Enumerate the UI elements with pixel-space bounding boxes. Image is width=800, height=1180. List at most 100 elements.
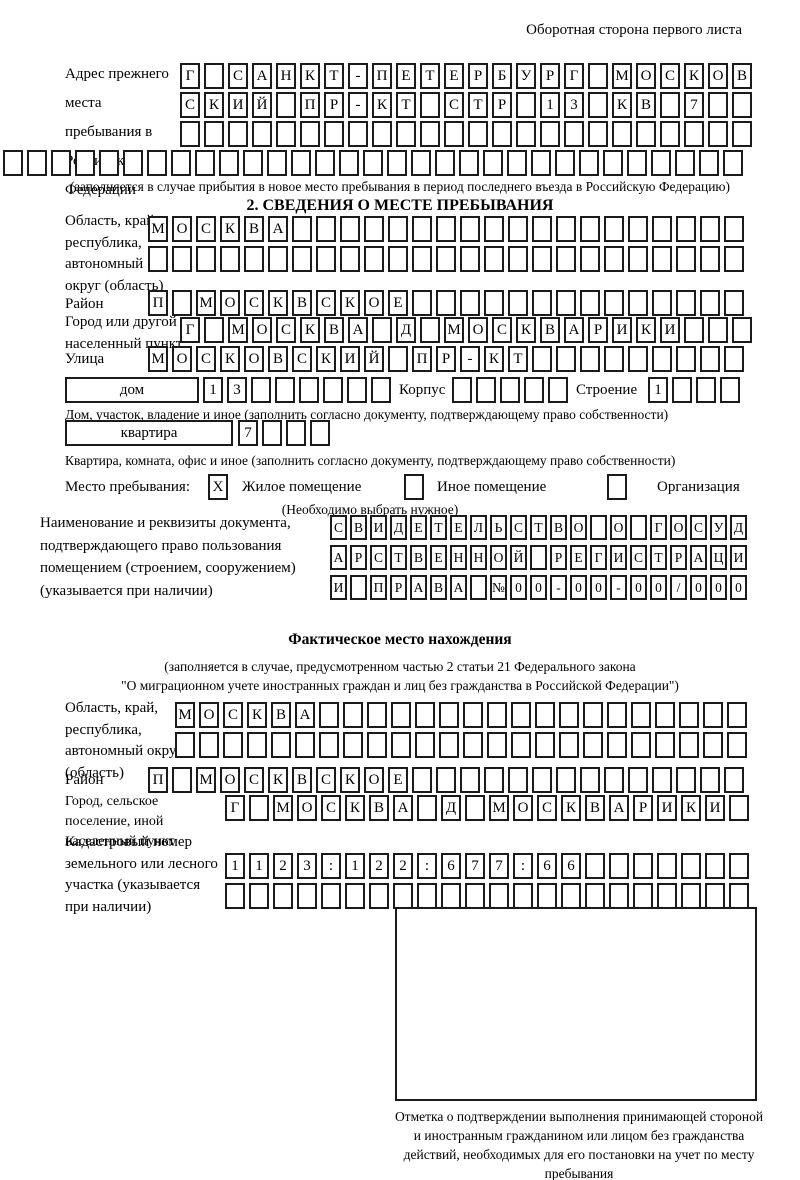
char-box[interactable] xyxy=(705,883,725,909)
char-box[interactable]: Р xyxy=(436,346,456,372)
char-box[interactable] xyxy=(460,767,480,793)
char-box[interactable]: Й xyxy=(252,92,272,118)
char-box[interactable]: А xyxy=(564,317,584,343)
char-box[interactable]: М xyxy=(444,317,464,343)
char-box[interactable] xyxy=(700,290,720,316)
char-box[interactable] xyxy=(708,317,728,343)
char-box[interactable]: Т xyxy=(396,92,416,118)
char-box[interactable] xyxy=(556,767,576,793)
char-box[interactable] xyxy=(286,420,306,446)
char-box[interactable]: - xyxy=(348,63,368,89)
char-box[interactable] xyxy=(508,767,528,793)
char-box[interactable]: 2 xyxy=(369,853,389,879)
char-box[interactable]: К xyxy=(268,290,288,316)
char-box[interactable] xyxy=(148,246,168,272)
char-box[interactable] xyxy=(676,290,696,316)
char-box[interactable]: С xyxy=(180,92,200,118)
char-box[interactable]: Й xyxy=(364,346,384,372)
char-box[interactable]: А xyxy=(450,575,467,600)
char-box[interactable]: К xyxy=(561,795,581,821)
char-box[interactable]: Е xyxy=(388,290,408,316)
char-box[interactable]: С xyxy=(690,515,707,540)
char-box[interactable] xyxy=(412,246,432,272)
char-box[interactable]: 0 xyxy=(630,575,647,600)
char-box[interactable] xyxy=(724,767,744,793)
char-box[interactable]: К xyxy=(684,63,704,89)
char-box[interactable]: К xyxy=(340,290,360,316)
char-box[interactable]: 7 xyxy=(684,92,704,118)
char-box[interactable] xyxy=(436,246,456,272)
char-box[interactable]: К xyxy=(612,92,632,118)
char-box[interactable] xyxy=(348,121,368,147)
char-box[interactable]: 1 xyxy=(225,853,245,879)
char-box[interactable]: В xyxy=(636,92,656,118)
char-box[interactable] xyxy=(609,853,629,879)
char-box[interactable]: А xyxy=(609,795,629,821)
char-box[interactable] xyxy=(604,246,624,272)
char-box[interactable]: Р xyxy=(588,317,608,343)
char-box[interactable] xyxy=(500,377,520,403)
char-box[interactable] xyxy=(511,702,531,728)
char-box[interactable]: И xyxy=(612,317,632,343)
char-box[interactable] xyxy=(393,883,413,909)
char-box[interactable] xyxy=(727,702,747,728)
char-box[interactable] xyxy=(561,883,581,909)
char-box[interactable] xyxy=(609,883,629,909)
char-box[interactable]: К xyxy=(636,317,656,343)
char-box[interactable] xyxy=(729,853,749,879)
char-box[interactable] xyxy=(627,150,647,176)
char-box[interactable] xyxy=(708,121,728,147)
char-box[interactable]: К xyxy=(220,346,240,372)
char-box[interactable]: С xyxy=(660,63,680,89)
char-box[interactable] xyxy=(484,767,504,793)
char-box[interactable] xyxy=(676,216,696,242)
char-box[interactable] xyxy=(628,216,648,242)
char-box[interactable] xyxy=(660,121,680,147)
char-box[interactable]: К xyxy=(247,702,267,728)
char-box[interactable]: С xyxy=(537,795,557,821)
char-box[interactable] xyxy=(262,420,282,446)
char-box[interactable] xyxy=(684,317,704,343)
char-box[interactable] xyxy=(476,377,496,403)
char-box[interactable] xyxy=(247,732,267,758)
char-box[interactable] xyxy=(492,121,512,147)
char-box[interactable] xyxy=(531,150,551,176)
char-box[interactable] xyxy=(675,150,695,176)
char-box[interactable] xyxy=(489,883,509,909)
char-box[interactable]: Г xyxy=(590,545,607,570)
char-box[interactable]: С xyxy=(223,702,243,728)
char-box[interactable]: Г xyxy=(180,63,200,89)
char-box[interactable] xyxy=(580,216,600,242)
char-box[interactable]: 3 xyxy=(564,92,584,118)
char-box[interactable] xyxy=(268,246,288,272)
char-box[interactable]: К xyxy=(345,795,365,821)
char-box[interactable] xyxy=(564,121,584,147)
char-box[interactable] xyxy=(323,377,343,403)
char-box[interactable]: С xyxy=(316,290,336,316)
char-box[interactable] xyxy=(579,150,599,176)
char-box[interactable]: 1 xyxy=(249,853,269,879)
char-box[interactable] xyxy=(204,121,224,147)
char-box[interactable]: О xyxy=(468,317,488,343)
char-box[interactable]: П xyxy=(370,575,387,600)
char-box[interactable]: К xyxy=(484,346,504,372)
char-box[interactable]: М xyxy=(489,795,509,821)
char-box[interactable]: Л xyxy=(470,515,487,540)
char-box[interactable]: Р xyxy=(350,545,367,570)
char-box[interactable] xyxy=(487,732,507,758)
char-box[interactable] xyxy=(631,702,651,728)
char-box[interactable]: К xyxy=(516,317,536,343)
char-box[interactable] xyxy=(172,767,192,793)
char-box[interactable] xyxy=(441,883,461,909)
char-box[interactable]: К xyxy=(300,317,320,343)
char-box[interactable] xyxy=(444,121,464,147)
char-box[interactable]: : xyxy=(417,853,437,879)
char-box[interactable] xyxy=(628,246,648,272)
char-box[interactable]: М xyxy=(175,702,195,728)
char-box[interactable] xyxy=(655,702,675,728)
char-box[interactable] xyxy=(681,853,701,879)
char-box[interactable] xyxy=(420,121,440,147)
char-box[interactable] xyxy=(535,732,555,758)
char-box[interactable]: 7 xyxy=(238,420,258,446)
char-box[interactable] xyxy=(556,246,576,272)
